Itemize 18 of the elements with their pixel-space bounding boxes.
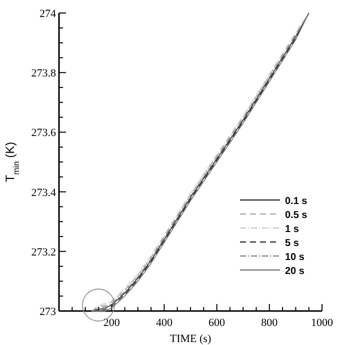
x-tick-label: 1000 <box>311 317 334 329</box>
legend-label: 20 s <box>285 266 305 277</box>
y-tick-label: 274 <box>40 8 56 20</box>
x-tick-label: 400 <box>156 317 173 329</box>
x-tick-label: 200 <box>103 317 120 329</box>
y-tick-label: 273.8 <box>31 68 56 80</box>
legend-label: 0.5 s <box>285 210 308 221</box>
x-tick-label: 600 <box>208 317 226 329</box>
legend-label: 1 s <box>285 224 300 235</box>
legend-label: 10 s <box>285 252 305 263</box>
x-tick-label: 800 <box>261 317 278 329</box>
y-tick-label: 273.2 <box>31 246 56 258</box>
x-axis-title: TIME (s) <box>170 333 212 345</box>
y-tick-label: 273.4 <box>31 186 56 199</box>
y-tick-label: 273 <box>40 306 56 318</box>
y-tick-label: 273.6 <box>31 127 56 140</box>
legend-label: 5 s <box>285 238 300 249</box>
legend-label: 0.1 s <box>285 196 308 207</box>
